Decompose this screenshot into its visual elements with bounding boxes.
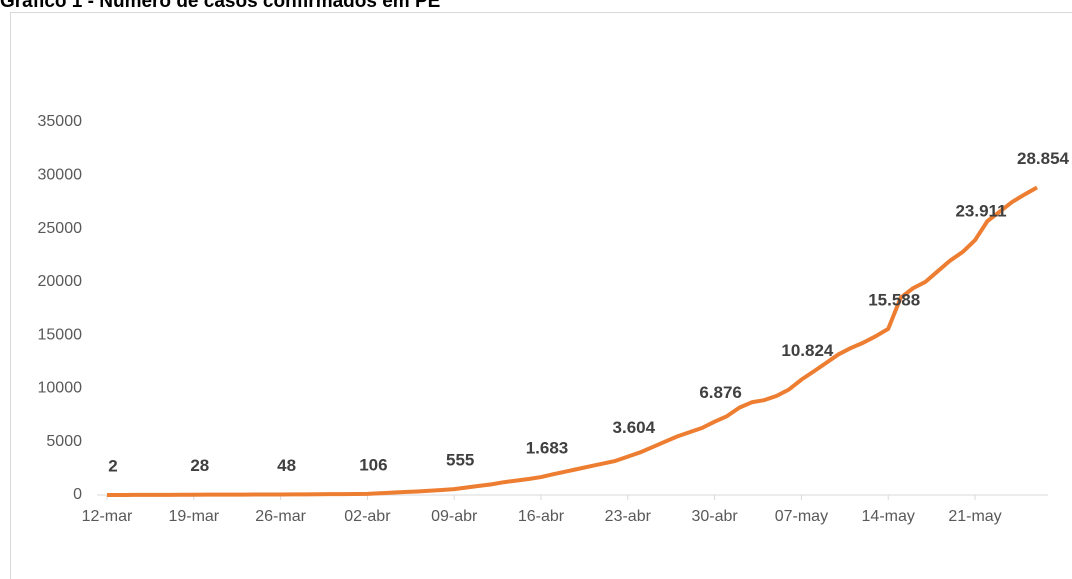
- x-tick-label: 21-may: [948, 508, 1001, 525]
- data-label: 23.911: [955, 202, 1006, 221]
- data-label: 15.588: [868, 290, 920, 309]
- x-tick-label: 26-mar: [255, 508, 306, 525]
- x-tick-label: 02-abr: [344, 508, 391, 525]
- chart-border: [10, 12, 1072, 579]
- data-label: 555: [446, 451, 474, 470]
- y-tick-label: 5000: [46, 433, 82, 450]
- data-line: [106, 185, 1038, 497]
- data-label: 28: [190, 456, 209, 475]
- y-tick-label: 35000: [38, 113, 83, 130]
- y-tick-label: 20000: [38, 273, 83, 290]
- x-tick-label: 09-abr: [431, 508, 478, 525]
- y-tick-label: 10000: [38, 380, 83, 397]
- data-label: 3.604: [613, 418, 656, 437]
- y-tick-label: 25000: [38, 220, 83, 237]
- y-tick-label: 0: [73, 486, 82, 503]
- data-label: 106: [359, 455, 387, 474]
- x-tick-label: 12-mar: [82, 508, 133, 525]
- data-label: 48: [277, 456, 296, 475]
- x-tick-label: 14-may: [862, 508, 915, 525]
- x-tick-label: 19-mar: [168, 508, 219, 525]
- y-tick-label: 15000: [38, 326, 83, 343]
- x-tick-label: 16-abr: [518, 508, 565, 525]
- y-tick-label: 30000: [38, 167, 83, 184]
- x-tick-label: 23-abr: [605, 508, 652, 525]
- x-tick-label: 30-abr: [691, 508, 738, 525]
- data-label: 1.683: [526, 439, 569, 458]
- data-label: 6.876: [699, 383, 742, 402]
- data-label: 10.824: [781, 341, 834, 360]
- chart-title: Gráfico 1 - Número de casos confirmados …: [0, 0, 440, 12]
- data-label: 2: [108, 456, 117, 475]
- x-tick-label: 07-may: [775, 508, 828, 525]
- data-label: 28.854: [1017, 149, 1070, 168]
